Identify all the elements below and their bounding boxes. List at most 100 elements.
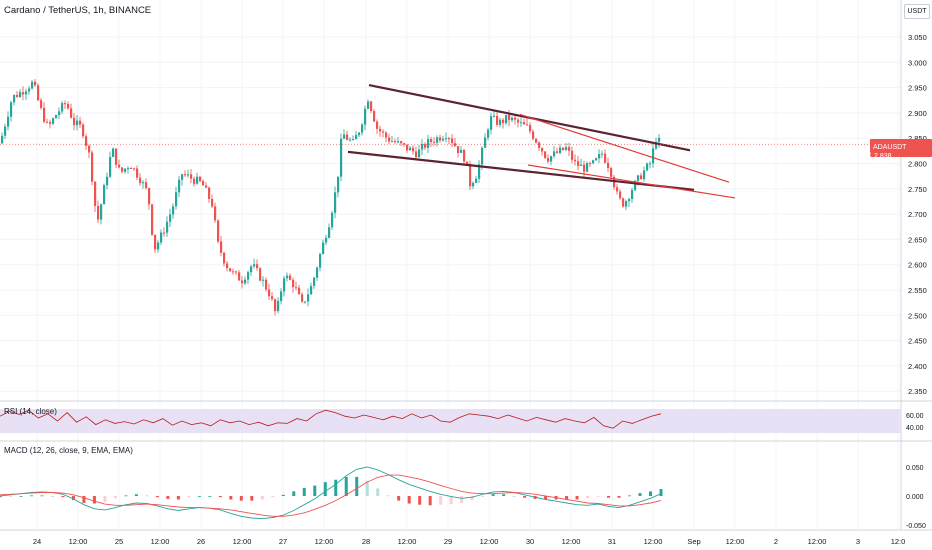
candle-body <box>178 179 181 193</box>
candle-body <box>121 167 124 172</box>
candle-body <box>88 145 91 153</box>
candle-body <box>232 271 235 273</box>
candle-body <box>532 131 535 139</box>
currency-button[interactable]: USDT <box>904 4 930 19</box>
candle-body <box>28 88 31 92</box>
candle-body <box>418 149 421 158</box>
candle-body <box>373 111 376 122</box>
candle-body <box>553 151 556 157</box>
candle-body <box>22 92 25 95</box>
candle-body <box>412 147 415 152</box>
macd-histogram-bar <box>218 496 222 498</box>
candle-body <box>343 134 346 139</box>
time-tick-label: 12:00 <box>480 537 499 546</box>
candle-body <box>118 164 121 168</box>
candle-body <box>460 150 463 153</box>
macd-histogram-bar <box>302 487 306 496</box>
candle-body <box>4 126 7 136</box>
time-tick-label: 12:00 <box>233 537 252 546</box>
macd-histogram-bar <box>92 496 96 504</box>
macd-histogram-bar <box>449 496 453 505</box>
candle-body <box>544 151 547 159</box>
candle-body <box>187 174 190 176</box>
candle-body <box>520 122 523 124</box>
price-tick-label: 2.400 <box>908 362 927 371</box>
candle-body <box>157 242 160 250</box>
candle-body <box>139 177 142 184</box>
candle-body <box>415 151 418 158</box>
candle-body <box>175 192 178 207</box>
candle-body <box>625 201 628 207</box>
candle-body <box>97 205 100 220</box>
candle-body <box>358 132 361 136</box>
candle-body <box>463 150 466 162</box>
candle-body <box>109 156 112 177</box>
candle-body <box>403 143 406 145</box>
macd-histogram-bar <box>61 496 65 498</box>
candle-body <box>340 138 343 177</box>
time-tick-label: 12:00 <box>398 537 417 546</box>
candle-body <box>496 115 499 125</box>
rsi-band <box>0 409 901 433</box>
macd-histogram-bar <box>386 495 390 497</box>
time-tick-label: 3 <box>856 537 860 546</box>
macd-histogram-bar <box>649 491 653 496</box>
candle-body <box>628 199 631 202</box>
price-tick-label: 2.500 <box>908 311 927 320</box>
candle-body <box>64 103 67 105</box>
candle-body <box>208 187 211 199</box>
candle-body <box>136 168 139 178</box>
time-tick-label: 12:0 <box>891 537 906 546</box>
candle-body <box>436 137 439 143</box>
macd-histogram-bar <box>187 496 191 498</box>
candle-body <box>271 296 274 300</box>
candle-body <box>226 263 229 269</box>
candle-body <box>604 153 607 163</box>
candle-body <box>571 150 574 160</box>
time-tick-label: 30 <box>526 537 534 546</box>
price-tick-label: 2.950 <box>908 84 927 93</box>
candle-body <box>85 136 88 146</box>
time-tick-label: 28 <box>362 537 370 546</box>
price-tick-label: 2.900 <box>908 109 927 118</box>
macd-histogram-bar <box>19 496 23 497</box>
candle-body <box>181 174 184 180</box>
wedge-upper-line <box>519 113 730 183</box>
candle-body <box>430 139 433 143</box>
candle-body <box>313 277 316 286</box>
candle-body <box>70 108 73 118</box>
candle-body <box>568 147 571 151</box>
candle-body <box>622 198 625 207</box>
candle-body <box>601 153 604 155</box>
candle-body <box>337 176 340 193</box>
macd-histogram-bar <box>344 476 348 496</box>
macd-histogram-bar <box>229 496 233 500</box>
candle-body <box>19 92 22 97</box>
price-tick-label: 2.800 <box>908 160 927 169</box>
candle-body <box>502 119 505 124</box>
candle-body <box>316 267 319 278</box>
candle-body <box>61 103 64 112</box>
candle-body <box>100 204 103 220</box>
price-tag-countdown: 31:01 <box>874 162 892 169</box>
candle-body <box>556 151 559 153</box>
macd-histogram-bar <box>50 496 54 497</box>
candle-body <box>382 131 385 133</box>
macd-tick-label: -0.050 <box>906 523 926 530</box>
macd-histogram-bar <box>40 495 44 497</box>
macd-histogram-bar <box>145 495 149 497</box>
candle-body <box>37 85 40 101</box>
candle-body <box>631 190 634 200</box>
candle-body <box>466 161 469 165</box>
candle-body <box>649 163 652 165</box>
macd-histogram-bar <box>491 494 495 496</box>
candle-body <box>517 119 520 123</box>
price-tick-label: 3.000 <box>908 58 927 67</box>
candle-body <box>406 144 409 151</box>
macd-histogram-bar <box>418 496 422 505</box>
macd-tick-label: 0.050 <box>906 465 924 472</box>
candle-body <box>640 175 643 180</box>
candle-body <box>199 176 202 182</box>
candle-body <box>352 139 355 141</box>
